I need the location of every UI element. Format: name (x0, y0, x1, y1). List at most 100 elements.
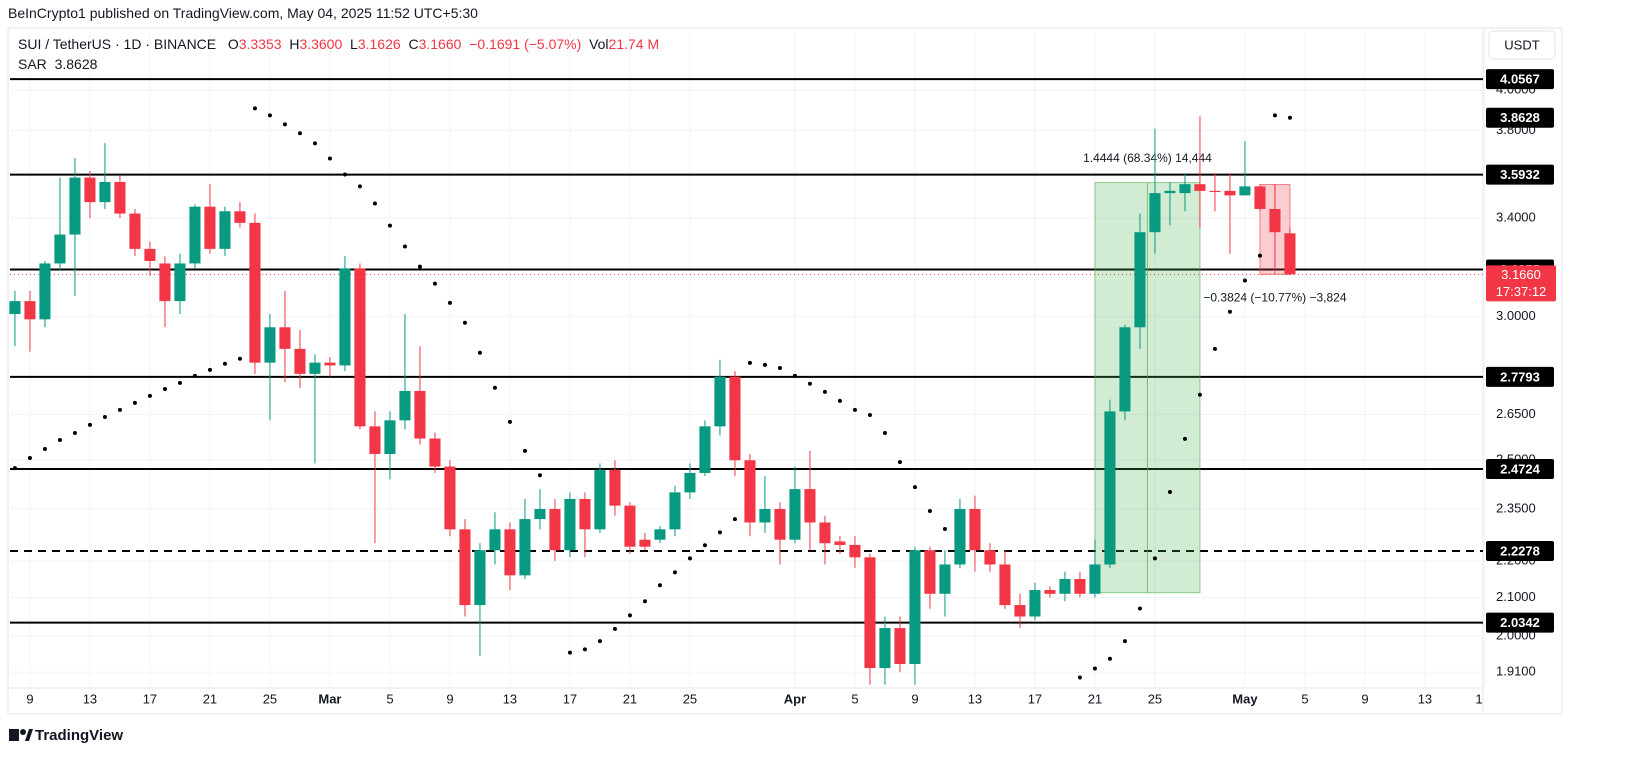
candle-body (684, 472, 696, 493)
countdown: 17:37:12 (1496, 284, 1547, 299)
sar-dot (297, 131, 302, 136)
candle-body (879, 628, 891, 669)
sar-dot (357, 184, 362, 189)
sar-dot (717, 530, 722, 535)
sar-dot (1137, 606, 1142, 611)
sar-dot (162, 386, 167, 391)
sar-dot (1167, 490, 1172, 495)
level-label: 2.2278 (1500, 543, 1540, 558)
level-label: 3.5932 (1500, 167, 1540, 182)
legend-key: H (289, 36, 300, 52)
x-tick-label: 9 (911, 691, 918, 706)
candle-body (414, 390, 426, 439)
candle-body (609, 469, 621, 506)
sar-dot (1257, 253, 1262, 258)
x-tick-label: 17 (143, 691, 157, 706)
currency-button[interactable] (1488, 30, 1556, 60)
candle-body (1269, 208, 1281, 233)
sar-dot (687, 556, 692, 561)
y-tick-label: 2.3500 (1496, 500, 1536, 515)
sar-dot (927, 508, 932, 513)
x-tick-label: 17 (563, 691, 577, 706)
sar-dot (882, 431, 887, 436)
x-tick-label: 25 (263, 691, 277, 706)
candle-body (264, 327, 276, 363)
sar-dot (237, 356, 242, 361)
sar-dot (1287, 115, 1292, 120)
legend-key: L (350, 36, 358, 52)
sar-dot (537, 473, 542, 478)
sar-dot (342, 172, 347, 177)
sar-dot (1077, 675, 1082, 680)
candle-body (699, 426, 711, 473)
candle-body (519, 519, 531, 576)
measure-label: −0.3824 (−10.77%) −3,824 (1203, 290, 1346, 304)
sar-dot (807, 381, 812, 386)
candle-body (669, 492, 681, 530)
sar-dot (837, 398, 842, 403)
x-tick-label: 5 (386, 691, 393, 706)
level-box (1486, 612, 1554, 633)
x-tick-label: 1 (1475, 691, 1482, 706)
level-label: 4.0567 (1500, 72, 1540, 87)
currency[interactable]: USDT (1504, 37, 1539, 52)
x-tick-label: 9 (446, 691, 453, 706)
sar-dot (702, 543, 707, 548)
sar-dot (387, 223, 392, 228)
sar-dot (657, 583, 662, 588)
x-tick-label: 21 (203, 691, 217, 706)
candle-body (1059, 578, 1071, 594)
candle-body (624, 505, 636, 547)
sar-dot (147, 393, 152, 398)
candle-body (324, 362, 336, 366)
candle-body (459, 529, 471, 606)
level-box (1486, 541, 1554, 562)
sar-dot (597, 639, 602, 644)
sar-dot (852, 407, 857, 412)
candle-body (1074, 578, 1086, 594)
sar-dot (627, 613, 632, 618)
x-tick-label: 5 (1301, 691, 1308, 706)
sar-dot (1152, 556, 1157, 561)
brand: TradingView (35, 727, 123, 744)
candle-body (369, 426, 381, 454)
sar-dot (747, 360, 752, 365)
candle-body (279, 327, 291, 349)
candle-body (594, 469, 606, 530)
sar-dot (1122, 639, 1127, 644)
sar-dot (612, 626, 617, 631)
candle-body (1149, 193, 1161, 233)
candle-body (354, 268, 366, 427)
publisher: BeInCrypto1 published on TradingView.com… (8, 5, 478, 21)
candle-body (1254, 186, 1266, 209)
sar-dot (27, 456, 32, 461)
sar-dot (897, 460, 902, 465)
candle-body (69, 177, 81, 235)
candle-body (909, 550, 921, 664)
sar-dot (177, 380, 182, 385)
sar-dot (1212, 346, 1217, 351)
candle-body (1104, 411, 1116, 565)
candle-body (444, 466, 456, 530)
x-tick-label: 13 (83, 691, 97, 706)
candle-body (1014, 605, 1026, 617)
sar-box (1486, 107, 1554, 128)
sar-dot (192, 373, 197, 378)
candle-body (969, 508, 981, 551)
sar-dot (792, 373, 797, 378)
candle-body (999, 564, 1011, 606)
candle-body (819, 522, 831, 544)
sar-dot (942, 526, 947, 531)
sar-dot (57, 438, 62, 443)
level-box (1486, 458, 1554, 479)
sar-dot (867, 412, 872, 417)
sar-dot (567, 650, 572, 655)
x-tick-label: 13 (503, 691, 517, 706)
candle-body (864, 557, 876, 669)
sar-dot (1242, 278, 1247, 283)
candle-body (1284, 233, 1296, 275)
candle-body (579, 498, 591, 530)
sar-dot (42, 446, 47, 451)
sar-dot (1092, 666, 1097, 671)
